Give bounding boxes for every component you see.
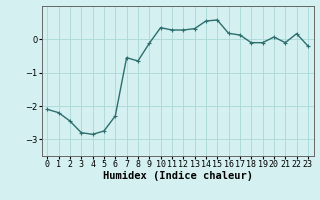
X-axis label: Humidex (Indice chaleur): Humidex (Indice chaleur) bbox=[103, 171, 252, 181]
